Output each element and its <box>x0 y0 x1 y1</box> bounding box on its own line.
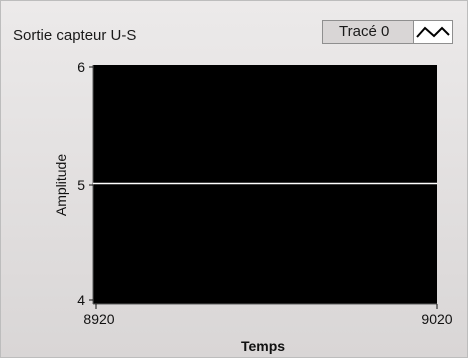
x-tick-label-9020: 9020 <box>421 311 452 327</box>
y-tick-label-5: 5 <box>77 177 85 193</box>
line-style-icon <box>416 26 450 38</box>
plot-legend[interactable]: Tracé 0 <box>322 20 453 44</box>
y-axis-label: Amplitude <box>53 154 69 216</box>
chart-title: Sortie capteur U-S <box>13 27 137 44</box>
legend-series-label: Tracé 0 <box>339 23 390 40</box>
legend-line-swatch[interactable] <box>413 20 453 44</box>
x-axis-label: Temps <box>241 338 285 354</box>
x-tick-label-8920: 8920 <box>83 311 114 327</box>
y-tick-label-4: 4 <box>77 292 85 308</box>
plot-area <box>93 65 437 304</box>
y-tick-label-6: 6 <box>77 59 85 75</box>
